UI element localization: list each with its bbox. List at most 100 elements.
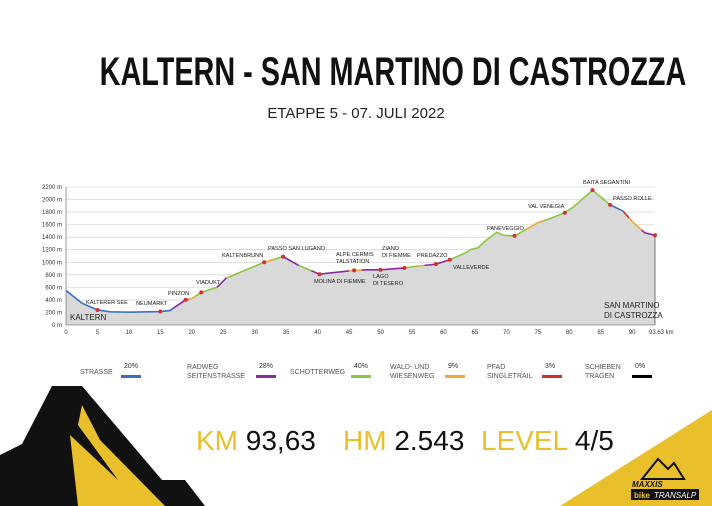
x-tick-label: 65: [472, 330, 479, 336]
waypoint-marker: [378, 267, 383, 272]
legend-swatch-strasse: [121, 375, 141, 378]
legend-percent-wald: 9%: [448, 363, 459, 370]
surface-segment-radweg: [311, 269, 350, 276]
surface-segment-schotter: [449, 229, 526, 261]
stat-level-label: LEVEL: [481, 425, 568, 456]
stat-level-value: 4/5: [574, 425, 614, 456]
y-tick-label: 1200 m: [42, 248, 62, 254]
legend-percent-strasse: 20%: [124, 363, 139, 370]
legend-swatch-pfad: [542, 375, 562, 378]
legend-label-schieben: SCHIEBEN TRAGEN: [585, 364, 621, 380]
waypoint-label: PREDAZZO: [417, 253, 448, 259]
x-tick-label: 70: [503, 330, 510, 336]
stat-hm-label: HM: [343, 425, 387, 456]
y-tick-label: 400 m: [45, 298, 62, 304]
legend-percent-pfad: 3%: [545, 363, 556, 370]
x-tick-label: 5: [96, 330, 100, 336]
waypoint-label: SAN MARTINO DI CASTROZZA: [604, 301, 663, 320]
stat-level: LEVEL 4/5: [481, 425, 614, 457]
y-tick-label: 1400 m: [42, 235, 62, 241]
y-tick-label: 600 m: [45, 285, 62, 291]
y-tick-label: 0 m: [52, 323, 62, 329]
legend-label-schotter: SCHOTTERWEG: [290, 369, 346, 376]
x-tick-label: 0: [64, 330, 68, 336]
legend-percent-radweg: 28%: [259, 363, 274, 370]
waypoint-label: NEUMARKT: [136, 301, 168, 307]
waypoint-label: BAITA SEGANTINI: [583, 180, 631, 186]
x-tick-label: 30: [251, 330, 258, 336]
stat-km-label: KM: [196, 425, 238, 456]
waypoint-label: MOLINA DI FIEMME: [314, 279, 366, 285]
waypoint-marker: [512, 233, 517, 238]
legend-swatch-schotter: [351, 375, 371, 378]
waypoint-marker: [281, 254, 286, 259]
x-tick-label: 90: [629, 330, 636, 336]
surface-segment-radweg: [641, 229, 656, 237]
waypoint-label: KALTENBRUNN: [222, 253, 263, 259]
legend-label-radweg: RADWEG SEITENSTRASSE: [187, 364, 245, 380]
surface-segment-wald: [188, 295, 196, 301]
waypoint-marker: [158, 309, 163, 314]
legend-percent-schieben: 0%: [635, 363, 646, 370]
legend-label-pfad: PFAD SINGLETRAIL: [487, 364, 533, 380]
y-tick-label: 1000 m: [42, 260, 62, 266]
waypoint-marker: [447, 257, 452, 262]
stat-km: KM 93,63: [196, 425, 316, 457]
waypoint-marker: [608, 202, 613, 207]
surface-segment-schotter: [298, 264, 312, 272]
waypoint-marker: [590, 188, 595, 193]
elevation-profile-chart: 0 m 200 m 400 m 600 m 800 m 1000 m 1200 m 1400 …: [42, 180, 674, 336]
waypoint-label: LAGO DI TESERO: [373, 274, 404, 287]
svg-text:bike: bike: [634, 491, 651, 500]
y-tick-label: 1600 m: [42, 223, 62, 229]
waypoint-label: ZIANO DI FIEMME: [382, 246, 411, 259]
legend-label-strasse: STRASSE: [80, 369, 113, 376]
stat-km-value: 93,63: [245, 425, 316, 456]
x-tick-label: 80: [566, 330, 573, 336]
maxxis-bike-transalp-logo: MAXXIS bike TRANSALP: [631, 457, 699, 500]
surface-segment-wald: [524, 219, 545, 231]
waypoint-label: VALLEVERDE: [453, 265, 490, 271]
waypoint-marker: [402, 265, 407, 270]
waypoint-marker: [317, 272, 322, 277]
surface-segment-wald: [418, 264, 425, 267]
waypoint-label: PASSO ROLLE: [613, 196, 652, 202]
surface-segment-schotter: [405, 265, 419, 269]
legend-swatch-schieben: [632, 375, 652, 378]
waypoint-label: ALPE CERMIS TALSTATION: [336, 252, 374, 265]
x-tick-label: 35: [283, 330, 290, 336]
waypoint-label: KALTERER SEE: [86, 300, 128, 306]
waypoint-marker: [95, 307, 100, 312]
y-tick-label: 2000 m: [42, 198, 62, 204]
waypoint-marker: [183, 297, 188, 302]
surface-segment-schotter: [226, 261, 265, 279]
waypoint-marker: [562, 210, 567, 215]
x-tick-label: 20: [188, 330, 195, 336]
y-tick-label: 200 m: [45, 310, 62, 316]
page-title: KALTERN - SAN MARTINO DI CASTROZZA: [99, 50, 687, 94]
x-tick-label: 85: [597, 330, 604, 336]
y-tick-label: 1800 m: [42, 210, 62, 216]
waypoint-marker: [352, 268, 357, 273]
legend-percent-schotter: 40%: [354, 363, 369, 370]
waypoint-marker: [262, 260, 267, 265]
page-subtitle: ETAPPE 5 - 07. JULI 2022: [267, 105, 445, 122]
x-tick-label: 60: [440, 330, 447, 336]
waypoint-label: VAL VENEGIA: [528, 204, 565, 210]
waypoint-marker: [199, 290, 204, 295]
y-tick-label: 2200 m: [42, 185, 62, 191]
legend-swatch-radweg: [256, 375, 276, 378]
x-tick-label: 25: [220, 330, 227, 336]
waypoint-marker: [653, 233, 657, 238]
waypoint-label: PANÈVEGGIO: [487, 225, 525, 232]
legend-label-wald: WALD- UND WIESENWEG: [390, 364, 435, 380]
waypoint-label: VIADUKT: [196, 280, 221, 286]
stat-hm-value: 2.543: [394, 425, 465, 456]
legend-swatch-wald: [445, 375, 465, 378]
decoration-mountains: [0, 386, 712, 506]
x-tick-label: 45: [346, 330, 353, 336]
surface-segment-schotter: [543, 189, 611, 222]
surface-segment-strasse: [609, 204, 624, 212]
surface-segment-wald: [628, 217, 643, 231]
x-tick-label: 93.63 km: [649, 330, 674, 336]
